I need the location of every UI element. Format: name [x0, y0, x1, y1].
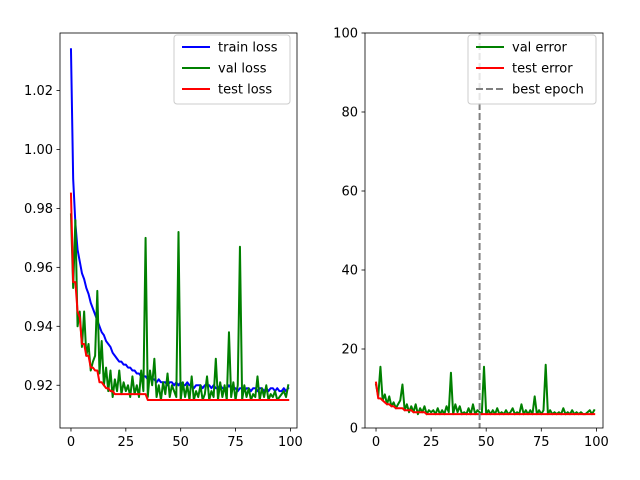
y-tick-label: 80 — [341, 106, 358, 121]
y-tick-label: 20 — [341, 343, 358, 358]
y-tick-label: 100 — [333, 27, 358, 42]
val-loss-line — [69, 213, 290, 401]
x-tick-label: 25 — [423, 435, 440, 450]
y-tick-label: 0 — [350, 422, 358, 437]
x-tick-label: 0 — [372, 435, 380, 450]
x-tick-label: 75 — [533, 435, 550, 450]
val-loss-legend-label: val loss — [218, 62, 267, 77]
legend: val error test error best epoch — [467, 34, 597, 105]
x-tick-label: 75 — [227, 435, 244, 450]
test-loss-line — [69, 192, 290, 401]
val-error-legend-label: val error — [512, 41, 568, 56]
y-tick-label: 0.94 — [24, 320, 53, 335]
x-tick-label: 50 — [172, 435, 189, 450]
y-tick-label: 0.98 — [24, 202, 53, 217]
plot-area — [69, 48, 290, 401]
axes-frame — [59, 32, 298, 429]
y-tick-label: 1.00 — [24, 143, 53, 158]
x-tick-label: 50 — [478, 435, 495, 450]
x-tick-label: 25 — [118, 435, 135, 450]
loss-chart: 0 25 50 75 100 0.92 0.94 0.96 0.98 1.00 1.02 train … — [24, 32, 303, 450]
y-tick-label: 0.92 — [24, 379, 53, 394]
x-tick-label: 0 — [67, 435, 75, 450]
train-loss-legend-label: train loss — [218, 41, 278, 56]
y-tick-label: 40 — [341, 264, 358, 279]
x-tick-label: 100 — [278, 435, 303, 450]
error-chart: 0 25 50 75 100 0 20 40 60 80 100 val error test erro… — [333, 27, 609, 451]
test-error-legend-label: test error — [512, 62, 573, 77]
x-tick-label: 100 — [584, 435, 609, 450]
best-epoch-legend-label: best epoch — [512, 83, 584, 98]
test-error-line — [374, 381, 596, 416]
legend-box — [173, 34, 291, 105]
y-tick-label: 60 — [341, 185, 358, 200]
y-tick-label: 0.96 — [24, 261, 53, 276]
y-tick-label: 1.02 — [24, 84, 53, 99]
legend-box — [467, 34, 597, 105]
axes-frame — [364, 32, 604, 429]
legend: train loss val loss test loss — [173, 34, 291, 105]
test-loss-legend-label: test loss — [218, 83, 272, 98]
